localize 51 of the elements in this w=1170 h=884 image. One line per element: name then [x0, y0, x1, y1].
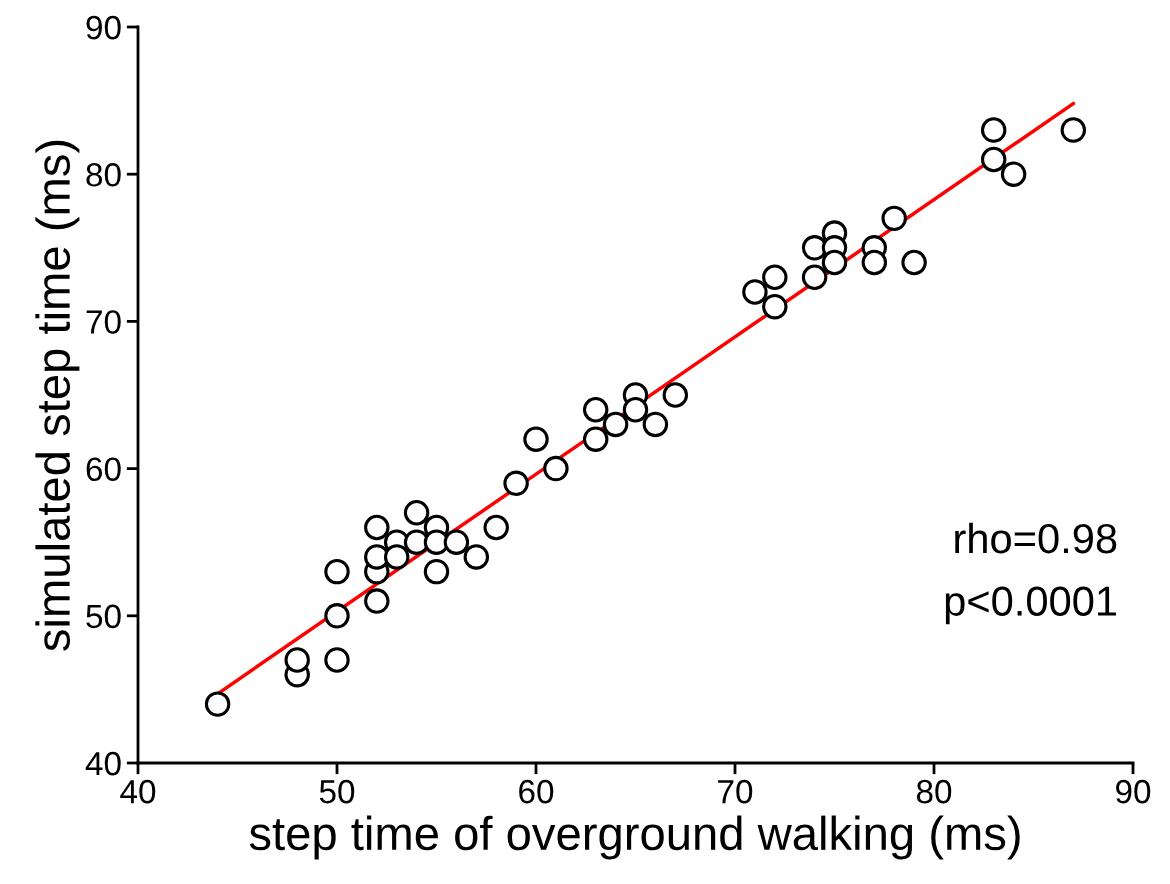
point — [662, 382, 689, 408]
point — [423, 558, 450, 585]
point — [523, 426, 549, 452]
y-tick-label: 80 — [86, 163, 121, 187]
x-tick-label: 60 — [519, 779, 554, 804]
point — [980, 146, 1007, 173]
point — [543, 455, 569, 482]
point — [980, 117, 1007, 143]
annotation: p<0.0001 — [945, 586, 1117, 625]
x-tick-label: 90 — [1116, 779, 1151, 804]
y-tick-label: 90 — [86, 15, 121, 40]
x-axis-title: step time of overground walking (ms) — [249, 815, 1020, 860]
x-tick-label: 40 — [120, 779, 156, 804]
point — [582, 426, 609, 452]
point — [821, 249, 848, 276]
point — [324, 603, 350, 629]
point — [1000, 161, 1027, 187]
point — [364, 544, 390, 570]
point — [801, 264, 828, 290]
point — [403, 500, 430, 526]
point — [503, 470, 529, 497]
point — [284, 647, 310, 673]
point — [364, 588, 390, 614]
point — [364, 514, 390, 541]
y-axis-title: simulated step time (ms) — [35, 140, 80, 651]
point — [742, 279, 768, 305]
point — [383, 544, 410, 570]
x-tick-label: 50 — [319, 779, 355, 804]
point — [762, 264, 788, 290]
point — [622, 396, 649, 423]
point — [324, 647, 350, 673]
y-tick-label: 50 — [86, 604, 121, 629]
point — [881, 205, 907, 232]
point — [762, 293, 788, 320]
y-tick-label: 60 — [86, 457, 121, 482]
point — [861, 249, 888, 276]
point — [642, 411, 669, 438]
point — [204, 691, 231, 717]
y-tick-label: 40 — [85, 751, 121, 776]
point — [602, 411, 629, 438]
y-tick-label: 70 — [86, 310, 121, 334]
point — [443, 529, 470, 555]
x-tick-label: 70 — [718, 779, 753, 804]
point — [582, 396, 609, 423]
point — [901, 249, 927, 276]
point — [1060, 117, 1087, 143]
point — [483, 514, 509, 541]
point — [463, 544, 490, 570]
annotation: rho=0.98 — [955, 522, 1117, 554]
point — [324, 558, 350, 585]
x-tick-label: 80 — [916, 779, 952, 804]
